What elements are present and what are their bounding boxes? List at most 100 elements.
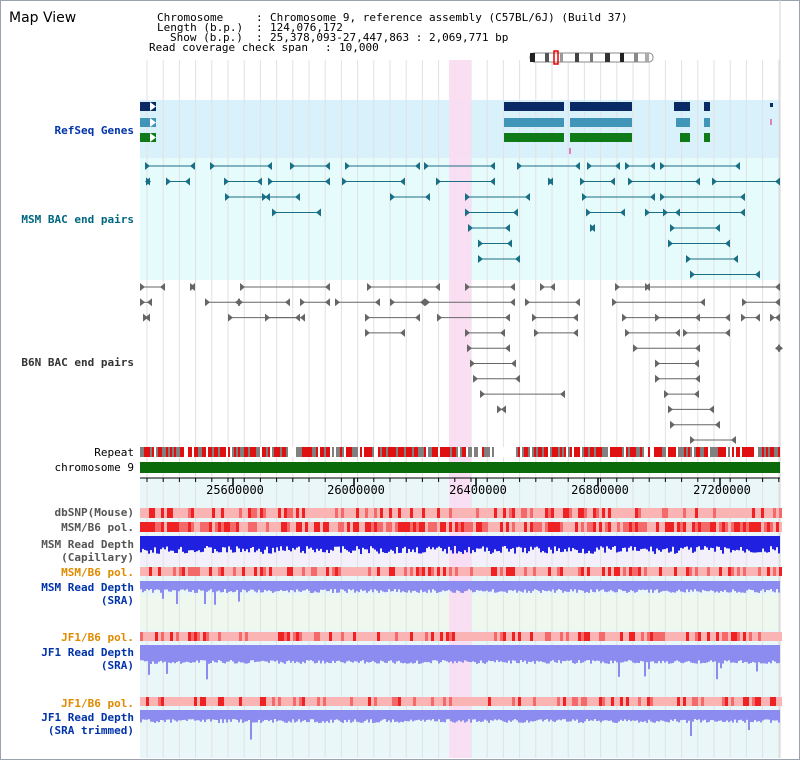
msm-sra-depth-bar: [418, 581, 420, 593]
jf1-trim-depth-bar: [234, 710, 236, 720]
gene-feature[interactable]: [570, 133, 632, 142]
repeat-block: [528, 447, 530, 457]
jf1-pol2-heat-cell: [272, 697, 275, 706]
gene-feature[interactable]: [674, 102, 690, 111]
jf1-pol-heat-cell: [182, 632, 185, 641]
msm-capillary-depth-bar: [628, 536, 630, 548]
dbsnp-heat-cell: [752, 508, 755, 518]
jf1-pol2-heat-cell: [581, 697, 584, 706]
jf1-sra-depth-bar: [398, 645, 400, 661]
msm-capillary-depth-bar: [622, 536, 624, 548]
msm-pol-heat-cell: [347, 522, 350, 532]
msm-pol2-heat-cell: [662, 567, 665, 576]
repeat-block: [778, 447, 780, 457]
repeat-block: [754, 447, 756, 457]
b6n-bac-pair-end: [525, 298, 530, 307]
msm-pol-heat-cell: [203, 522, 206, 532]
dbsnp-heat-cell: [176, 508, 179, 518]
track-label-jf1-trim[interactable]: JF1 Read Depth: [41, 711, 134, 724]
repeat-block: [494, 447, 496, 457]
msm-sra-depth-bar: [396, 581, 398, 592]
msm-capillary-depth-bar: [468, 536, 470, 548]
gene-feature[interactable]: [676, 118, 690, 127]
repeat-block: [734, 447, 736, 457]
gene-feature[interactable]: [504, 133, 564, 142]
dbsnp-heat-cell: [431, 508, 434, 518]
msm-sra-depth-bar: [340, 581, 342, 590]
gene-feature[interactable]: [570, 102, 632, 111]
msm-bac-pair-end: [265, 193, 270, 201]
repeat-block: [722, 447, 724, 457]
repeat-block: [756, 447, 758, 457]
ideogram-position-marker[interactable]: [553, 50, 559, 65]
b6n-bac-pair-end: [420, 298, 425, 307]
repeat-block: [426, 447, 428, 457]
b6n-bac-pair-end: [300, 298, 305, 307]
msm-capillary-depth-bar: [372, 536, 374, 549]
gene-feature[interactable]: [569, 148, 571, 154]
chromosome-bar[interactable]: [140, 462, 780, 473]
msm-capillary-depth-bar: [364, 536, 366, 550]
gene-feature[interactable]: [570, 118, 632, 127]
jf1-pol2-heat-cell: [350, 697, 353, 706]
track-label-msm-pol-2[interactable]: MSM/B6 pol.: [61, 566, 134, 579]
gene-feature[interactable]: [704, 102, 710, 111]
gene-feature[interactable]: [504, 102, 564, 111]
gene-feature[interactable]: [704, 118, 710, 127]
msm-pol-heat-cell: [176, 522, 179, 532]
msm-capillary-depth-bar: [668, 536, 670, 553]
repeat-block: [248, 447, 250, 457]
track-label-refseq[interactable]: RefSeq Genes: [54, 124, 134, 137]
gene-feature[interactable]: [680, 133, 690, 142]
track-label-msm-bac[interactable]: MSM BAC end pairs: [21, 213, 134, 226]
track-label-dbsnp[interactable]: dbSNP(Mouse): [54, 506, 134, 519]
repeat-block: [342, 447, 344, 457]
msm-sra-depth-bar: [498, 581, 500, 592]
jf1-sra-depth-bar: [570, 645, 572, 661]
dbsnp-heat-cell: [437, 508, 440, 518]
jf1-sra-depth-bar: [568, 645, 570, 661]
jf1-pol-heat-cell: [422, 632, 425, 641]
track-label-jf1-pol[interactable]: JF1/B6 pol.: [61, 631, 134, 644]
gene-feature[interactable]: [770, 119, 772, 125]
msm-pol2-heat-cell: [647, 567, 650, 576]
msm-sra-depth-bar: [646, 581, 648, 590]
jf1-pol2-heat-cell: [659, 697, 662, 706]
gene-feature[interactable]: [140, 102, 156, 111]
msm-pol2-heat-cell: [536, 567, 539, 576]
msm-sra-depth-bar: [182, 581, 184, 590]
msm-sra-depth-bar: [568, 581, 570, 592]
dbsnp-heat-cell: [371, 508, 374, 518]
repeat-block: [620, 447, 622, 457]
msm-capillary-depth-bar: [732, 536, 734, 550]
msm-sra-depth-bar: [452, 581, 454, 593]
track-label-b6n-bac[interactable]: B6N BAC end pairs: [21, 356, 134, 369]
repeat-block: [206, 447, 208, 457]
track-label-jf1-depth[interactable]: JF1 Read Depth: [41, 646, 134, 659]
repeat-block: [726, 447, 728, 457]
gene-feature[interactable]: [140, 133, 156, 142]
gene-feature[interactable]: [504, 118, 564, 127]
msm-sra-depth-bar: [256, 581, 258, 593]
gene-feature[interactable]: [704, 133, 710, 142]
jf1-pol2-heat-cell: [692, 697, 695, 706]
track-label-msm-pol[interactable]: MSM/B6 pol.: [61, 521, 134, 534]
jf1-pol2-heat-cell: [263, 697, 266, 706]
msm-pol2-heat-cell: [593, 567, 596, 576]
track-label-msm-depth-cap[interactable]: MSM Read Depth: [41, 538, 134, 551]
jf1-pol2-heat-cell: [689, 697, 692, 706]
track-label-msm-depth-sra[interactable]: MSM Read Depth: [41, 581, 134, 594]
dbsnp-heat-cell: [584, 508, 587, 518]
gene-feature[interactable]: [770, 103, 773, 107]
jf1-trim-depth-bar: [496, 710, 498, 721]
msm-pol2-heat-cell: [467, 567, 470, 576]
msm-pol-heat-cell: [413, 522, 416, 532]
msm-pol-heat-cell: [305, 522, 308, 532]
track-label-jf1-pol-2[interactable]: JF1/B6 pol.: [61, 697, 134, 710]
msm-capillary-depth-bar: [458, 536, 460, 552]
repeat-block: [654, 447, 656, 457]
repeat-block: [736, 447, 738, 457]
msm-bac-pair-end: [580, 177, 585, 186]
gene-feature[interactable]: [140, 118, 156, 127]
